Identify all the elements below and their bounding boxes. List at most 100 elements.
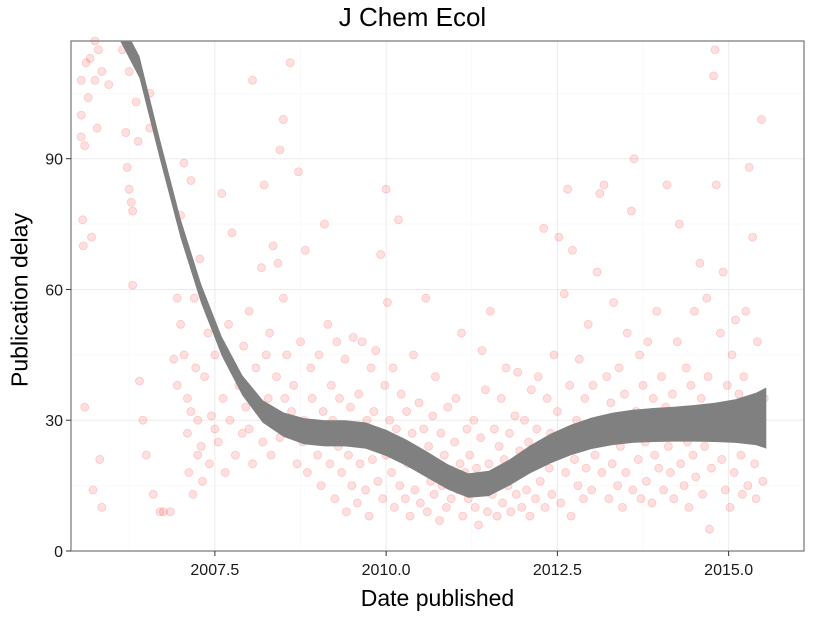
scatter-point (613, 481, 623, 491)
scatter-point (580, 394, 590, 403)
scatter-point (657, 372, 666, 382)
scatter-point (369, 407, 379, 416)
scatter-point (366, 363, 376, 373)
scatter-point (371, 346, 381, 355)
scatter-point (743, 481, 753, 491)
scatter-point (210, 424, 220, 434)
scatter-point (731, 315, 740, 325)
scatter-point (316, 481, 326, 491)
scatter-point (573, 481, 583, 491)
scatter-point (597, 468, 607, 477)
scatter-point (590, 450, 600, 460)
scatter-point (725, 503, 735, 512)
scatter-point (484, 459, 494, 469)
scatter-point (648, 394, 658, 403)
scatter-point (302, 468, 312, 477)
scatter-point (618, 503, 627, 512)
scatter-point (186, 407, 196, 416)
scatter-point (189, 293, 199, 303)
x-tick-label: 2010.0 (362, 562, 411, 579)
scatter-point (396, 389, 406, 399)
scatter-point (78, 215, 88, 225)
scatter-point (204, 459, 214, 469)
scatter-point (662, 180, 672, 190)
scatter-point (273, 258, 283, 268)
scatter-point (435, 516, 444, 525)
scatter-point (218, 394, 228, 403)
scatter-point (155, 507, 165, 517)
scatter-point (165, 507, 175, 517)
scatter-point (128, 206, 138, 216)
scatter-point (549, 350, 559, 360)
scatter-point (451, 394, 461, 403)
scatter-point (563, 184, 573, 194)
scatter-point (239, 341, 249, 351)
scatter-point (540, 503, 550, 512)
scatter-point (498, 498, 507, 508)
scatter-point (676, 459, 686, 469)
scatter-point (705, 524, 714, 534)
scatter-point (200, 372, 209, 382)
scatter-point (220, 468, 230, 477)
scatter-point (80, 141, 90, 151)
scatter-point (458, 511, 468, 521)
scatter-point (559, 289, 569, 299)
scatter-point (465, 450, 475, 460)
scatter-point (332, 337, 342, 347)
scatter-point (696, 394, 706, 403)
scatter-point (489, 424, 499, 434)
scatter-point (506, 507, 516, 517)
scatter-point (663, 441, 673, 451)
scatter-point (496, 394, 506, 403)
scatter-point (402, 407, 412, 416)
scatter-point (364, 511, 374, 521)
scatter-point (574, 354, 584, 364)
scatter-point (81, 58, 91, 68)
scatter-point (629, 154, 639, 164)
scatter-point (568, 245, 577, 255)
scatter-point (532, 424, 542, 434)
scatter-point (266, 450, 276, 460)
scatter-point (357, 337, 367, 347)
scatter-point (176, 319, 186, 329)
grid-lines (71, 41, 804, 551)
scatter-point (513, 367, 523, 377)
scatter-point (368, 455, 377, 464)
scatter-point (709, 71, 718, 81)
scatter-point (373, 476, 383, 486)
scatter-point (395, 481, 405, 491)
scatter-point (415, 498, 425, 508)
scatter-point (193, 415, 203, 425)
scatter-point (275, 145, 285, 155)
scatter-point (97, 503, 107, 512)
scatter-point (626, 206, 636, 216)
scatter-point (446, 494, 456, 504)
scatter-point (595, 189, 605, 198)
scatter-point (510, 411, 520, 421)
scatter-point (282, 350, 292, 360)
scatter-point (622, 328, 632, 338)
scatter-point (659, 485, 668, 495)
scatter-point (95, 455, 105, 464)
scatter-point (481, 385, 490, 395)
scatter-point (485, 306, 495, 316)
x-axis-title: Date published (360, 585, 515, 611)
scatter-point (124, 67, 134, 76)
scatter-point (547, 489, 557, 499)
scatter-point (727, 350, 737, 360)
scatter-point (83, 93, 93, 103)
scatter-point (474, 520, 484, 530)
scatter-point (744, 163, 754, 172)
scatter-point (268, 241, 278, 251)
scatter-point (318, 407, 328, 416)
scatter-point (381, 184, 391, 194)
scatter-point (469, 415, 479, 425)
scatter-point (337, 468, 346, 477)
scatter-point (483, 507, 492, 517)
scatter-point (346, 402, 355, 412)
scatter-point (251, 363, 261, 373)
scatter-point (758, 476, 768, 486)
scatter-point (341, 507, 351, 517)
scatter-point (647, 498, 657, 508)
scatter-point (272, 372, 281, 382)
